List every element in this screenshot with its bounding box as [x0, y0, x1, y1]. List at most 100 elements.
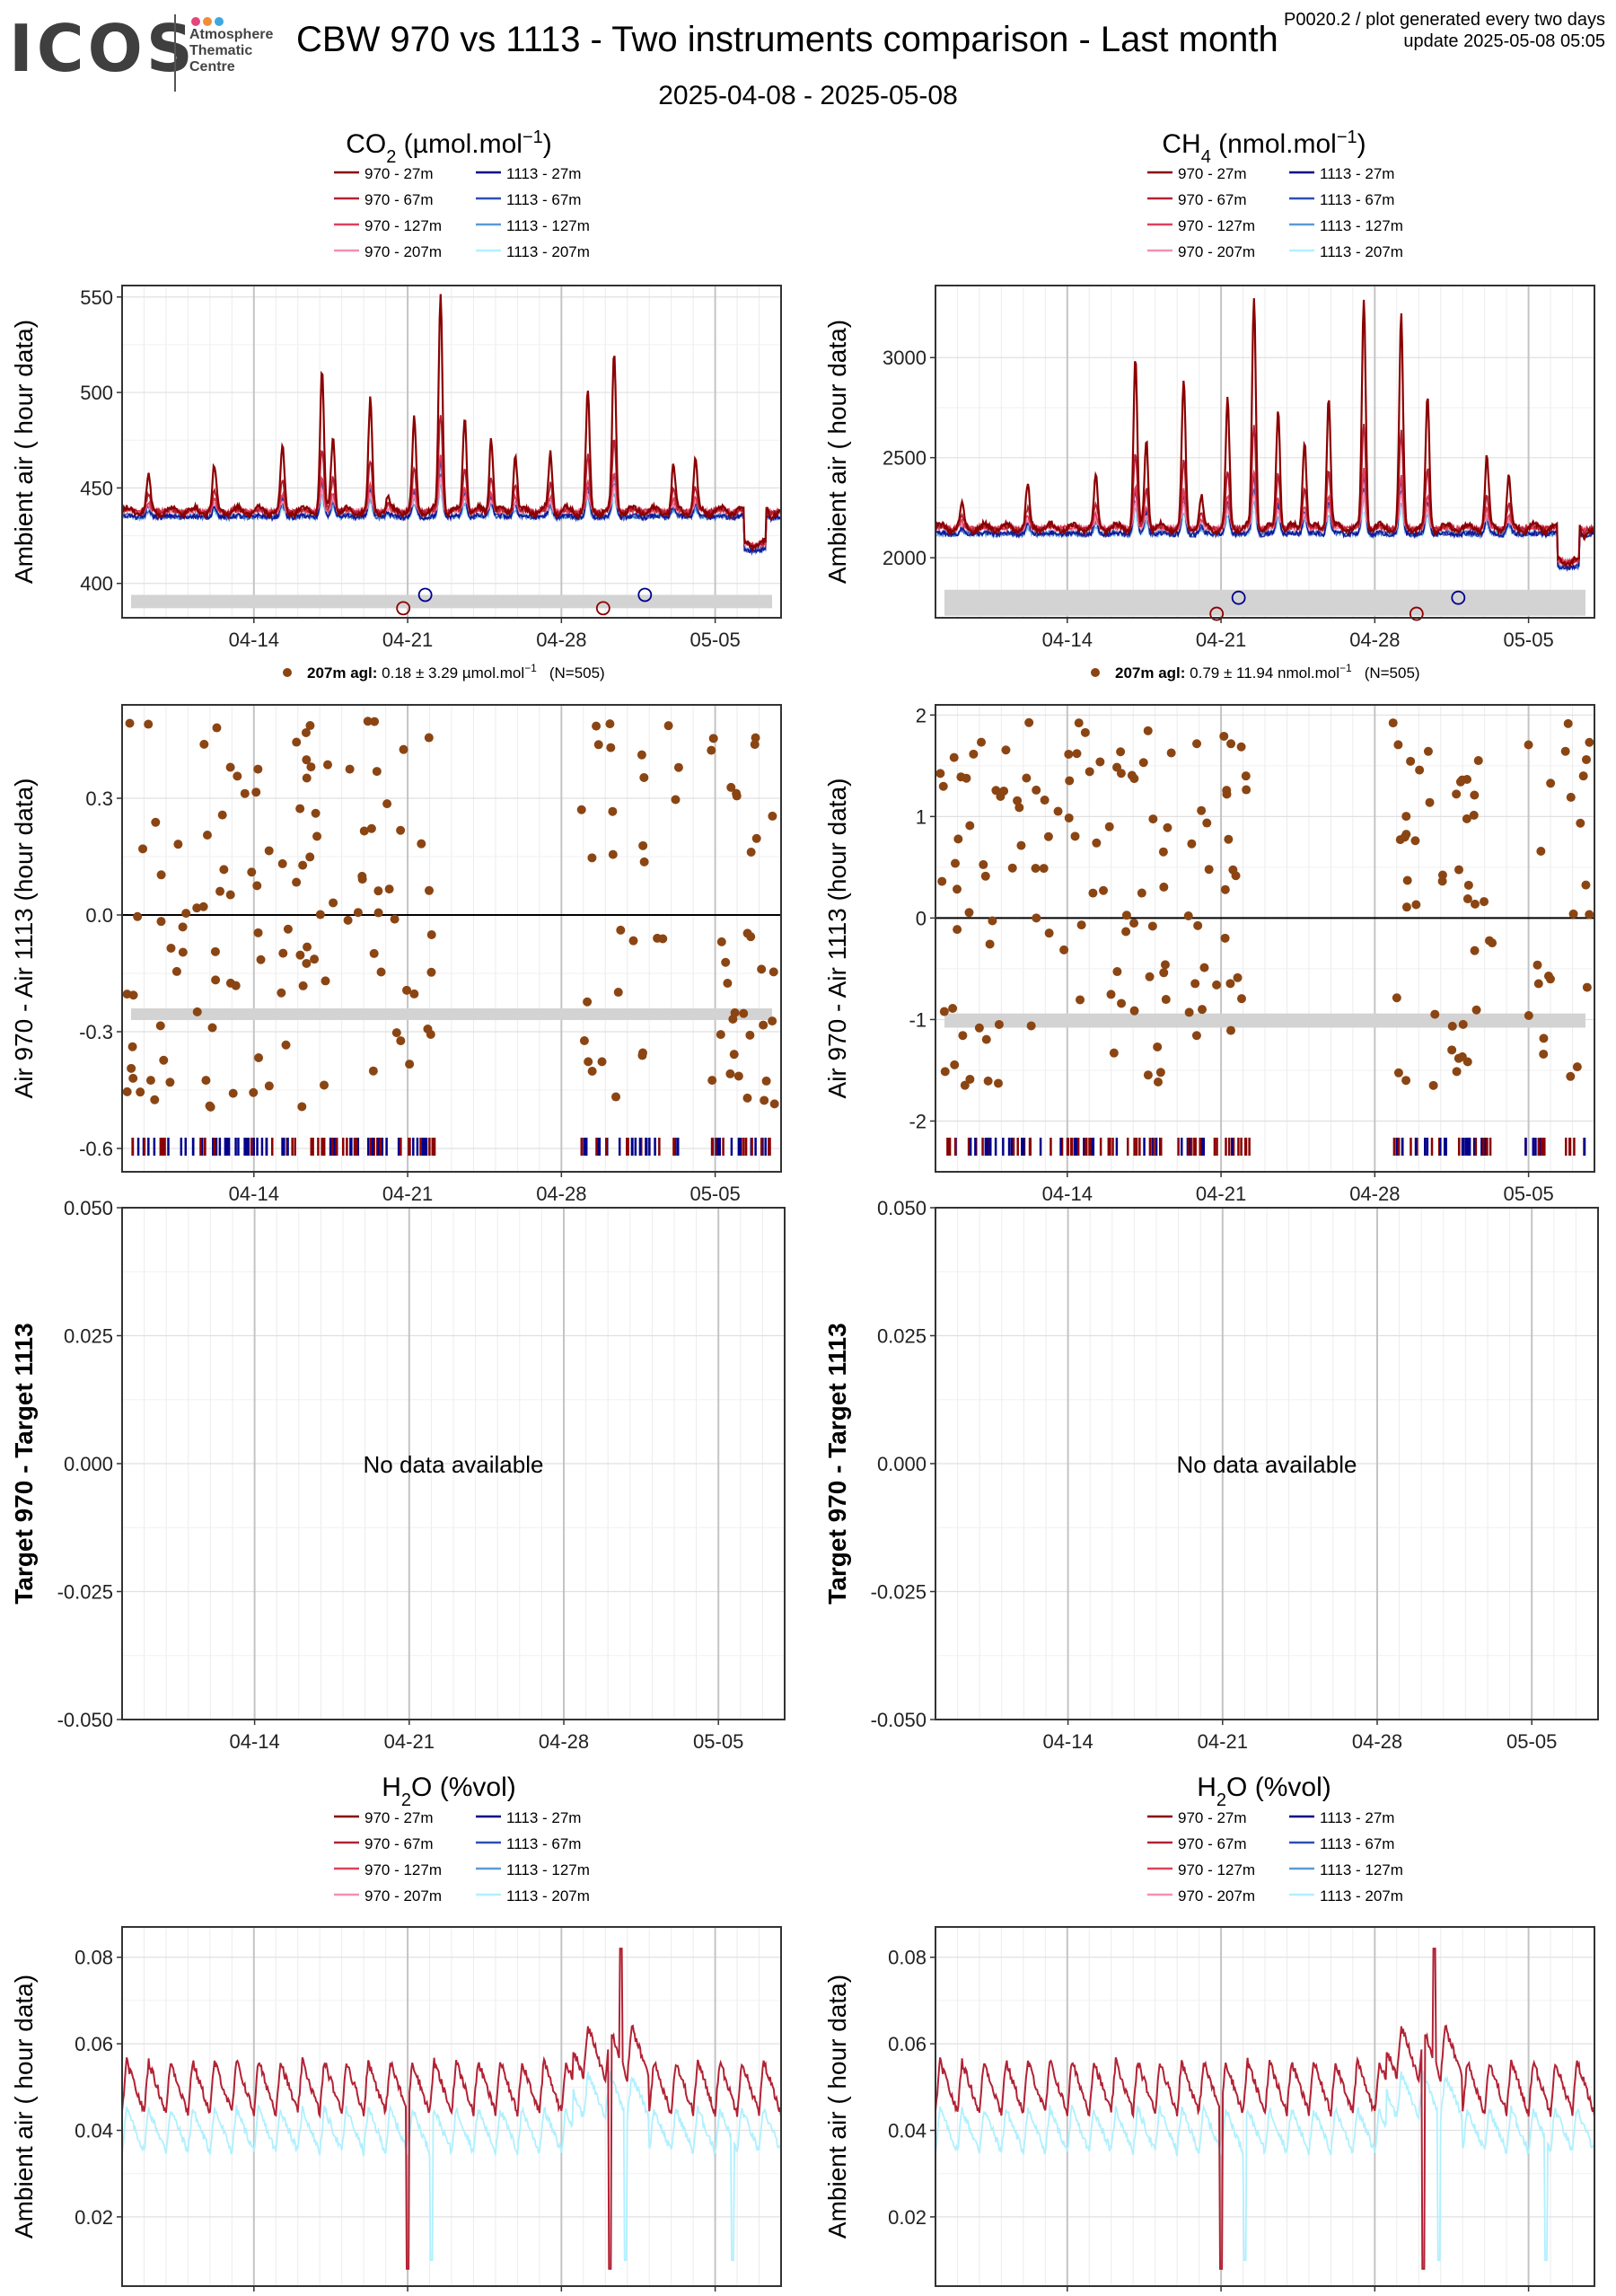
rug-tick: [321, 1138, 323, 1156]
diff-point: [1546, 779, 1556, 788]
y-tick-label: -0.025: [57, 1581, 113, 1604]
diff-point: [305, 852, 315, 862]
diff-point: [312, 831, 322, 841]
diff-point: [729, 1050, 739, 1060]
rug-tick: [1143, 1138, 1146, 1156]
reference-band: [944, 1013, 1585, 1028]
diff-point: [298, 981, 308, 990]
panel-title: H2O (%vol): [1197, 1773, 1331, 1810]
diff-point: [616, 925, 626, 935]
y-tick-label: 2000: [883, 547, 927, 569]
rug-tick: [1524, 1138, 1527, 1156]
diff-point: [1106, 990, 1116, 999]
rug-tick: [433, 1138, 436, 1156]
diff-point: [390, 914, 400, 924]
x-tick-label: 04-14: [229, 1183, 279, 1205]
diff-point: [1582, 982, 1592, 992]
logo-dot-blue: [215, 17, 224, 26]
diff-point: [409, 989, 419, 998]
rug-tick: [379, 1138, 382, 1156]
series-line-1113: [121, 2071, 782, 2261]
legend-label-970: 970 - 27m: [364, 1809, 434, 1826]
diff-point: [750, 740, 760, 750]
rug-tick: [224, 1138, 228, 1156]
diff-point: [742, 1093, 752, 1103]
diff-point: [1064, 749, 1074, 759]
diff-point: [253, 764, 263, 774]
diff-point: [264, 846, 274, 856]
diff-point: [768, 967, 778, 977]
legend-label-1113: 1113 - 207m: [506, 1887, 590, 1905]
plot-border: [935, 285, 1595, 619]
diff-point: [295, 804, 305, 814]
reference-band: [131, 1008, 772, 1020]
diff-point: [1065, 776, 1075, 786]
rug-tick: [737, 1138, 741, 1156]
logo-subtitle: Atmosphere Thematic Centre: [189, 27, 274, 75]
legend-label-1113: 1113 - 67m: [506, 1835, 581, 1852]
diff-point: [768, 811, 777, 821]
rug-tick: [412, 1138, 415, 1156]
diff-point: [950, 1060, 960, 1069]
y-tick-label: 3000: [883, 347, 927, 369]
rug-tick: [1107, 1138, 1111, 1156]
series-line-970: [935, 1948, 1595, 2270]
rug-tick: [1012, 1138, 1015, 1156]
rug-tick: [1543, 1138, 1546, 1156]
rug-tick: [184, 1138, 188, 1156]
rug-tick: [658, 1138, 661, 1156]
diff-point: [136, 1087, 145, 1097]
rug-tick: [270, 1138, 274, 1156]
rug-tick: [1075, 1138, 1078, 1156]
diff-point: [751, 833, 761, 843]
x-tick-label: 05-05: [1503, 629, 1553, 651]
y-tick-label: 0.04: [75, 2120, 113, 2142]
diff-point: [1199, 963, 1209, 972]
diff-point: [583, 997, 593, 1007]
diff-point: [1581, 880, 1591, 890]
rug-tick: [953, 1138, 957, 1156]
y-tick-label: 0.3: [85, 787, 113, 810]
rug-tick: [428, 1138, 431, 1156]
diff-point: [985, 939, 995, 949]
diff-point: [639, 857, 649, 866]
rug-tick: [1426, 1138, 1429, 1156]
diff-point: [127, 1063, 136, 1073]
rug-tick: [989, 1138, 992, 1156]
rug-tick: [751, 1138, 753, 1156]
rug-tick: [252, 1138, 255, 1156]
diff-point: [345, 764, 355, 774]
rug-tick: [984, 1138, 988, 1156]
rug-tick: [583, 1138, 585, 1156]
diff-point: [165, 1078, 175, 1087]
diff-legend-dot: [283, 668, 292, 677]
diff-point: [716, 1030, 725, 1040]
diff-point: [211, 975, 221, 985]
diff-point: [1088, 888, 1098, 898]
diff-summary-text: 207m agl: 0.18 ± 3.29 µmol.mol−1 (N=505): [307, 662, 605, 682]
diff-point: [1536, 847, 1546, 857]
rug-tick: [1424, 1138, 1427, 1156]
legend-label-1113: 1113 - 207m: [506, 243, 590, 260]
y-tick-label: 2500: [883, 447, 927, 470]
diff-point: [1220, 933, 1230, 943]
diff-point: [150, 1095, 160, 1104]
diff-point: [1016, 840, 1026, 850]
diff-point: [1462, 775, 1472, 785]
diff-point: [969, 749, 979, 759]
diff-point: [1401, 1076, 1411, 1086]
plot-border: [121, 1926, 782, 2287]
diff-point: [405, 1060, 415, 1069]
diff-point: [127, 1042, 137, 1051]
page-title: CBW 970 vs 1113 - Two instruments compar…: [296, 20, 1278, 59]
x-tick-label: 04-28: [536, 1183, 586, 1205]
rug-tick: [1010, 1138, 1014, 1156]
diff-point: [424, 885, 434, 895]
rug-tick: [218, 1138, 222, 1156]
diff-point: [225, 978, 235, 988]
rug-tick: [994, 1138, 997, 1156]
rug-tick: [1457, 1138, 1461, 1156]
diff-point: [991, 786, 1001, 796]
diff-point: [1031, 863, 1041, 873]
generation-meta: P0020.2 / plot generated every two days …: [1283, 10, 1605, 51]
